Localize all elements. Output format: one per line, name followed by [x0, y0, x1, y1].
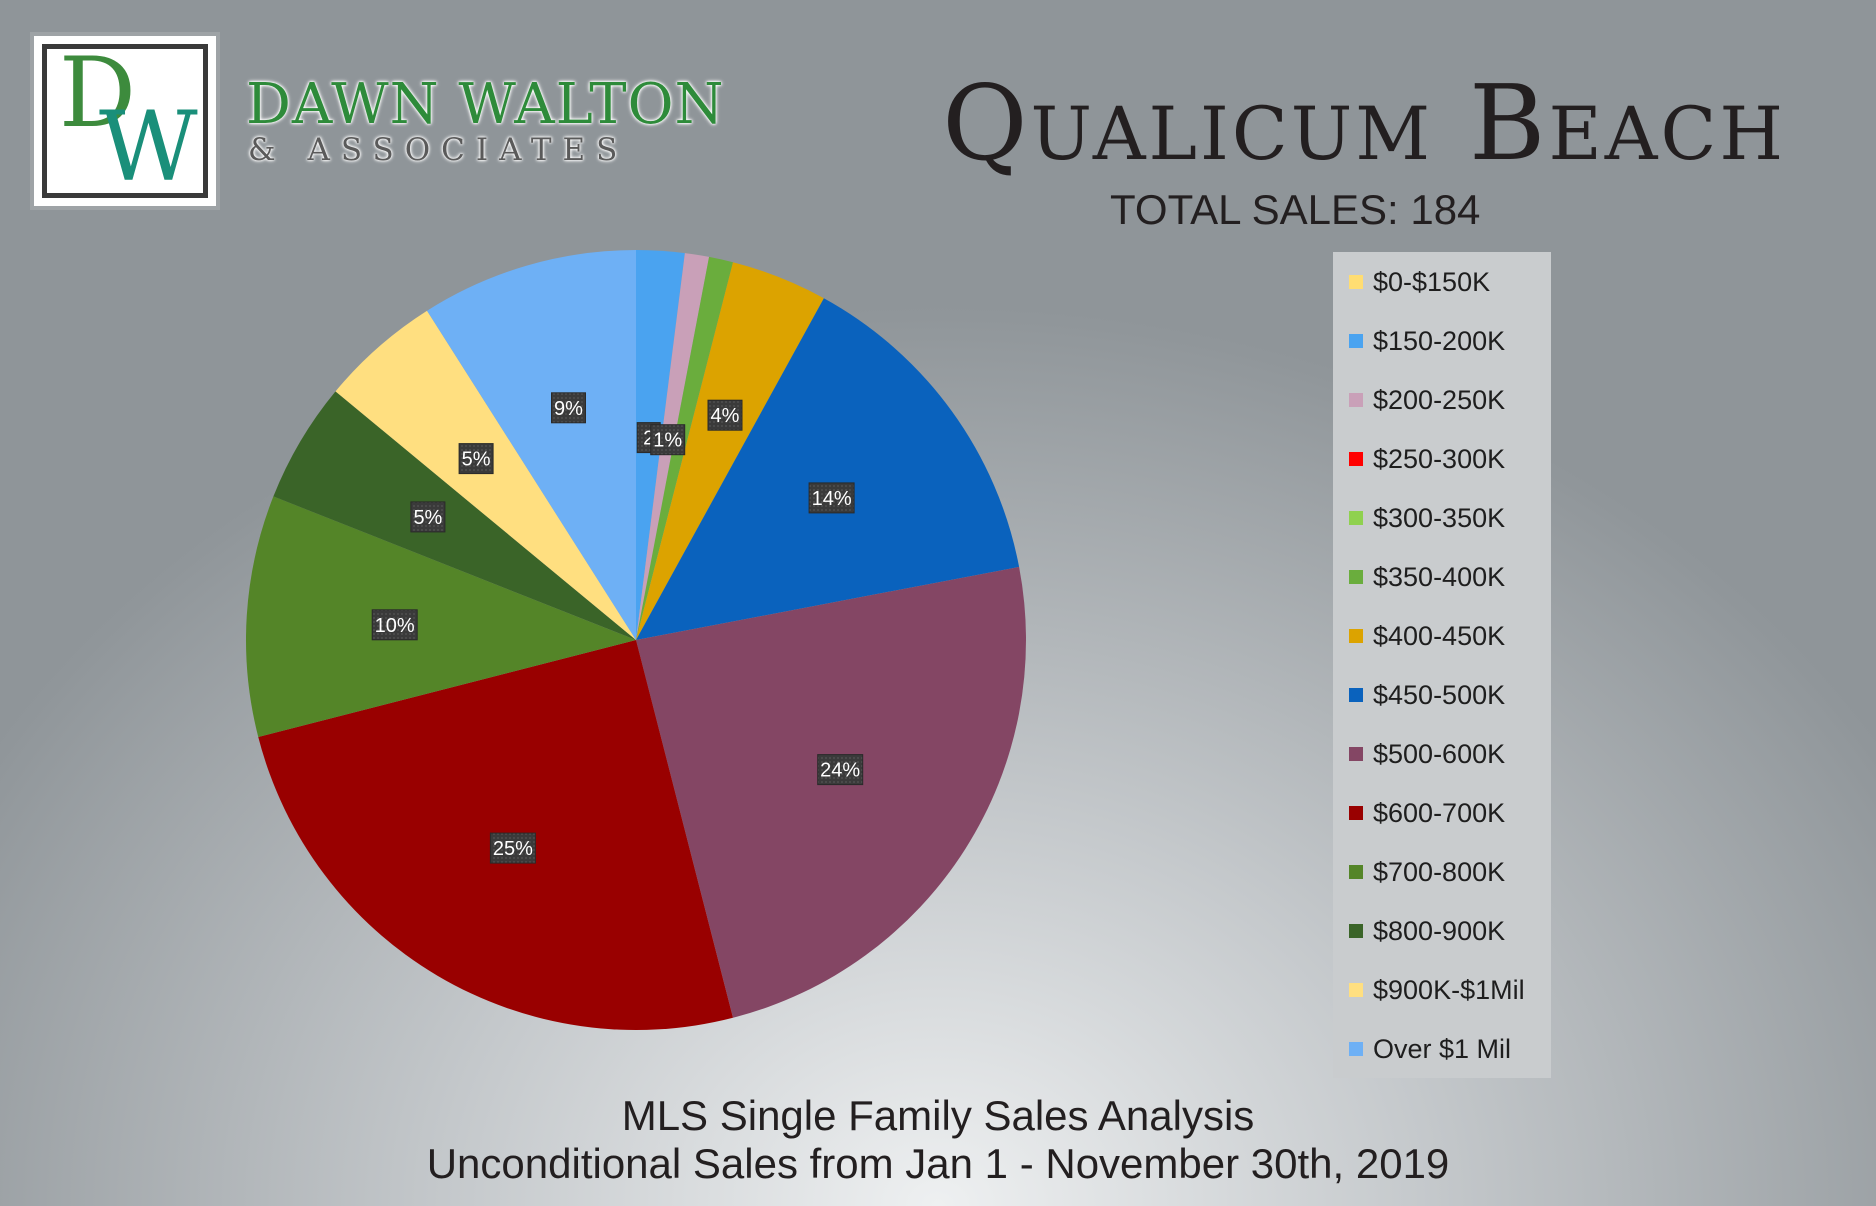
legend-label: $600-700K: [1373, 797, 1506, 828]
legend-swatch: [1349, 1042, 1363, 1056]
svg-text:14%: 14%: [812, 488, 852, 510]
legend-item: $250-300K: [1349, 441, 1505, 477]
svg-text:1%: 1%: [653, 430, 682, 452]
pie-data-label: 9%: [551, 392, 586, 424]
legend-swatch: [1349, 629, 1363, 643]
legend-swatch: [1349, 747, 1363, 761]
legend-label: Over $1 Mil: [1373, 1033, 1512, 1064]
legend-label: $700-800K: [1373, 856, 1506, 887]
legend-label: $500-600K: [1373, 738, 1506, 769]
legend-label: $300-350K: [1373, 502, 1506, 533]
legend-item: $900K-$1Mil: [1349, 972, 1525, 1008]
pie-data-label: 25%: [489, 832, 536, 864]
legend-swatch: [1349, 570, 1363, 584]
svg-text:10%: 10%: [375, 615, 415, 637]
legend-item: $500-600K: [1349, 736, 1505, 772]
legend-label: $800-900K: [1373, 915, 1506, 946]
svg-text:4%: 4%: [711, 405, 740, 427]
logo-letter-d: D: [59, 44, 136, 149]
svg-text:5%: 5%: [413, 507, 442, 529]
legend-item: $300-350K: [1349, 500, 1505, 536]
legend-label: $350-400K: [1373, 561, 1506, 592]
pie-slice: [636, 566, 1026, 1018]
chart-date-range: Unconditional Sales from Jan 1 - Novembe…: [426, 1140, 1450, 1187]
svg-text:2: 2: [643, 428, 654, 450]
legend-swatch: [1349, 393, 1363, 407]
pie-slice: [273, 391, 636, 640]
legend-label: $150-200K: [1373, 325, 1506, 356]
svg-text:25%: 25%: [493, 838, 533, 860]
pie-data-label: 1%: [650, 424, 686, 456]
legend-item: $200-250K: [1349, 382, 1505, 418]
legend-label: $900K-$1Mil: [1373, 974, 1525, 1005]
legend-label: $200-250K: [1373, 384, 1506, 415]
legend-swatch: [1349, 275, 1363, 289]
legend-swatch: [1349, 511, 1363, 525]
pie-slice: [335, 310, 636, 640]
chart-legend: $0-$150K $150-200K $200-250K $250-300K $300-…: [1333, 252, 1551, 1078]
legend-item: Over $1 Mil: [1349, 1031, 1511, 1067]
pie-data-label: 14%: [808, 482, 855, 514]
pie-data-label: 24%: [817, 754, 864, 786]
legend-swatch: [1349, 983, 1363, 997]
pie-slice: [636, 262, 824, 640]
legend-swatch: [1349, 865, 1363, 879]
legend-item: $600-700K: [1349, 795, 1505, 831]
legend-item: $150-200K: [1349, 323, 1505, 359]
legend-label: $0-$150K: [1373, 266, 1491, 297]
legend-item: $800-900K: [1349, 913, 1505, 949]
brand-subname: & ASSOCIATES: [248, 132, 629, 168]
pie-data-label: 4%: [707, 399, 743, 431]
chart-subtitle: MLS Single Family Sales Analysis: [621, 1092, 1255, 1139]
legend-item: $350-400K: [1349, 559, 1505, 595]
svg-text:24%: 24%: [820, 760, 860, 782]
svg-text:9%: 9%: [554, 398, 583, 420]
total-sales: TOTAL SALES: 184: [1110, 186, 1481, 233]
logo-letter-w: W: [99, 91, 198, 198]
legend-swatch: [1349, 452, 1363, 466]
svg-text:5%: 5%: [462, 449, 491, 471]
legend-item: $700-800K: [1349, 854, 1505, 890]
pie-slice: [427, 250, 636, 640]
legend-item: $450-500K: [1349, 677, 1505, 713]
legend-swatch: [1349, 688, 1363, 702]
brand-logo: D W: [30, 32, 220, 210]
legend-swatch: [1349, 806, 1363, 820]
pie-slice: [636, 298, 1020, 640]
legend-swatch: [1349, 924, 1363, 938]
brand-name: DAWN WALTON: [246, 72, 725, 137]
legend-item: $400-450K: [1349, 618, 1505, 654]
logo-frame: D W: [42, 44, 208, 198]
legend-label: $450-500K: [1373, 679, 1506, 710]
page-title: Qualicum Beach: [942, 62, 1786, 184]
pie-slice: [245, 496, 636, 737]
pie-data-label: 10%: [371, 609, 418, 641]
pie-data-label: 5%: [410, 501, 446, 533]
legend-label: $250-300K: [1373, 443, 1506, 474]
legend-label: $400-450K: [1373, 620, 1506, 651]
legend-item: $0-$150K: [1349, 264, 1490, 300]
legend-swatch: [1349, 334, 1363, 348]
pie-data-label: 5%: [458, 443, 494, 475]
